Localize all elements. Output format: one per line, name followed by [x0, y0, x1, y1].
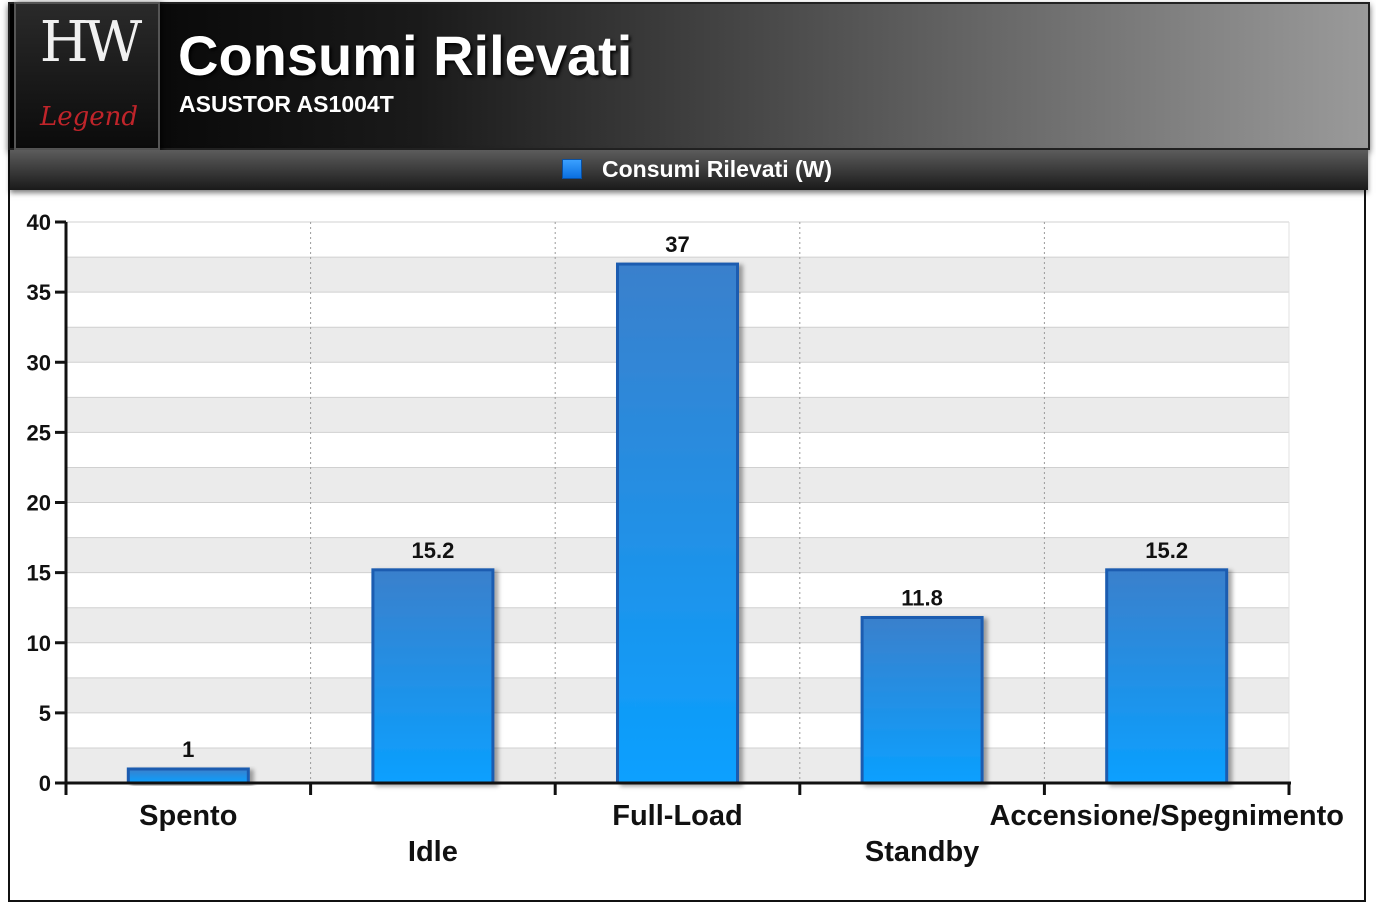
- axes: [55, 220, 1291, 795]
- bars: [126, 262, 1229, 785]
- y-tick-label: 0: [39, 771, 51, 796]
- data-label: 37: [665, 232, 689, 257]
- data-label: 11.8: [901, 586, 943, 611]
- legend-swatch: [562, 159, 582, 179]
- labels: 1 15.2 37 11.8 15.2 0 5 10 15 20 25 30 35 40 Spento Idl…: [27, 210, 1344, 868]
- logo-hw-text: HW: [39, 10, 142, 75]
- data-label: 15.2: [411, 538, 454, 563]
- logo-legend-text: Legend: [39, 102, 139, 132]
- y-tick-label: 10: [27, 631, 51, 656]
- y-tick-label: 15: [27, 561, 51, 586]
- y-tick-label: 35: [27, 280, 51, 305]
- x-category-label: Full-Load: [612, 800, 742, 832]
- x-category-label: Standby: [865, 836, 979, 868]
- bar-accensione-spegnimento: [1105, 568, 1229, 785]
- y-tick-label: 20: [27, 491, 51, 516]
- y-tick-label: 25: [27, 420, 51, 445]
- bar-idle: [371, 568, 495, 785]
- chart-title: Consumi Rilevati: [178, 24, 633, 87]
- hw-legend-logo: HW Legend: [14, 2, 160, 150]
- legend-label: Consumi Rilevati (W): [602, 156, 833, 182]
- x-category-label: Accensione/Spegnimento: [989, 800, 1344, 832]
- y-tick-label: 40: [27, 210, 51, 235]
- chart-header: [8, 2, 1370, 150]
- data-label: 15.2: [1145, 538, 1188, 563]
- bar-standby: [860, 616, 984, 785]
- bar-spento: [126, 767, 250, 785]
- chart-subtitle: ASUSTOR AS1004T: [179, 91, 394, 117]
- x-category-label: Spento: [139, 800, 237, 832]
- y-tick-label: 30: [27, 350, 51, 375]
- legend-bar: [10, 150, 1368, 190]
- bar-full-load: [616, 262, 739, 785]
- data-label: 1: [182, 737, 194, 762]
- y-tick-label: 5: [39, 701, 51, 726]
- x-category-label: Idle: [408, 836, 458, 868]
